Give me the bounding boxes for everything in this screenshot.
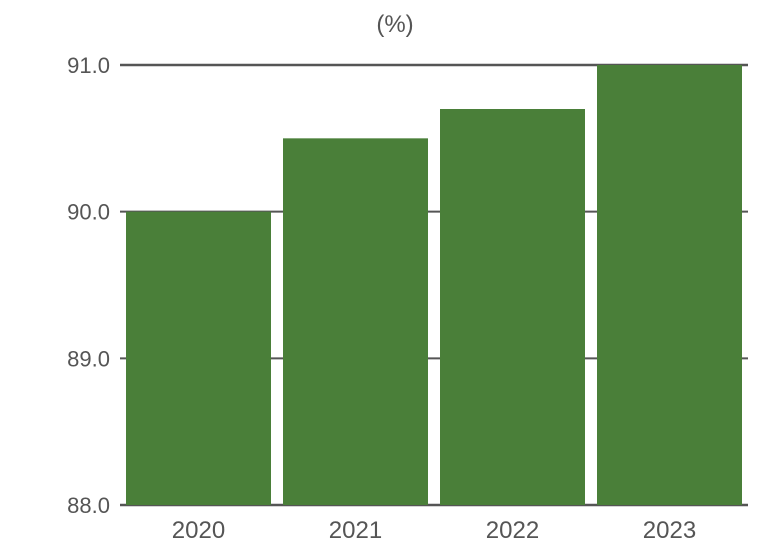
bar	[126, 211, 271, 505]
bar	[440, 109, 585, 505]
x-tick-label: 2023	[643, 517, 696, 543]
y-tick-label: 91.0	[67, 53, 110, 78]
bars-layer	[126, 65, 742, 506]
y-tick-label: 88.0	[67, 493, 110, 518]
x-tick-label: 2021	[329, 517, 382, 543]
x-tick-label: 2022	[486, 517, 539, 543]
y-tick-label: 89.0	[67, 346, 110, 371]
bar	[283, 138, 428, 506]
x-axis: 2020 2021 2022 2023	[172, 517, 696, 544]
y-tick-label: 90.0	[67, 200, 110, 225]
chart-title: (%)	[376, 11, 413, 38]
bar	[597, 65, 742, 505]
y-axis: 88.0 89.0 90.0 91.0	[67, 53, 110, 518]
x-tick-label: 2020	[172, 517, 225, 543]
